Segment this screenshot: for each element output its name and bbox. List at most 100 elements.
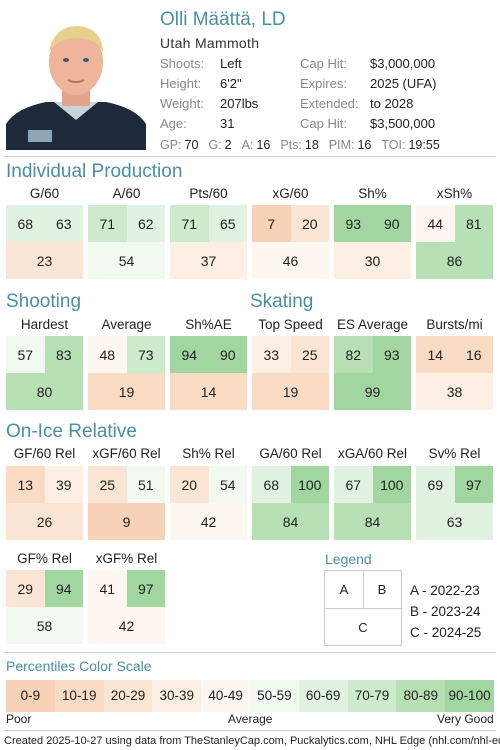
metric-tile: 14 16 38 (416, 336, 493, 410)
contract-value: $3,500,000 (370, 116, 436, 131)
percentile-cell-b: 51 (126, 466, 165, 503)
percentile-cell-a: 29 (6, 570, 45, 607)
percentile-cell-b: 54 (208, 466, 247, 503)
scale-bin: 0-9 (6, 680, 55, 712)
section-title-production: Individual Production (6, 161, 183, 182)
scale-bin: 40-49 (201, 680, 250, 712)
percentile-cell-a: 57 (6, 336, 45, 373)
metric-tile: 67 100 84 (334, 466, 411, 540)
percentile-cell-b: 97 (454, 466, 493, 503)
metric-tile: 25 51 9 (88, 466, 165, 540)
percentile-cell-b: 93 (372, 336, 411, 373)
percentile-cell-a: 71 (170, 205, 209, 242)
metric-label: Sh% (358, 186, 387, 201)
section-title-onice: On-Ice Relative (6, 421, 137, 442)
legend-cell-b: B (363, 571, 401, 609)
legend-title: Legend (325, 551, 372, 567)
percentile-cell-c: 30 (334, 242, 411, 279)
stat-key: Pts: (280, 138, 302, 152)
percentile-cell-c: 99 (334, 373, 411, 410)
stat-value: 2 (224, 138, 232, 152)
percentile-cell-a: 20 (170, 466, 209, 503)
metric-tile: 69 97 63 (416, 466, 493, 540)
color-scale-bar: 0-9 10-19 20-29 30-39 40-49 50-59 60-69 70-79 80… (6, 680, 494, 712)
percentile-cell-a: 14 (416, 336, 455, 373)
contract-value: 2025 (UFA) (370, 76, 437, 91)
metric-tile: 68 100 84 (252, 466, 329, 540)
scale-label-very-good: Very Good (437, 712, 494, 726)
player-name: Olli Määttä, LD (160, 9, 286, 30)
percentile-cell-c: 19 (88, 373, 165, 410)
metric-label: GA/60 Rel (259, 446, 322, 461)
bio-value: 6'2" (220, 76, 242, 91)
percentile-cell-b: 97 (126, 570, 165, 607)
stat-value: 19:55 (408, 138, 440, 152)
legend-cell-a: A (325, 571, 364, 609)
bio-row: Height: 6'2" (160, 76, 242, 91)
legend-line-c: C - 2024-25 (410, 625, 482, 640)
season-stats-line: GP: 70 G: 2 A: 16 Pts: 18 PIM: 16 TOI: 19:55 (160, 138, 440, 152)
percentile-cell-a: 94 (170, 336, 209, 373)
percentile-cell-a: 93 (334, 205, 373, 242)
metric-label: xG/60 (272, 186, 309, 201)
contract-row: Cap Hit: $3,000,000 (300, 56, 435, 71)
percentile-cell-c: 84 (252, 503, 329, 540)
contract-row: Cap Hit: $3,500,000 (300, 116, 435, 131)
percentile-cell-a: 82 (334, 336, 373, 373)
contract-value: $3,000,000 (370, 56, 436, 71)
metric-tile: 33 25 19 (252, 336, 329, 410)
percentile-cell-b: 16 (454, 336, 493, 373)
percentile-cell-b: 63 (44, 205, 83, 242)
scale-bin: 30-39 (152, 680, 202, 712)
stat-key: A: (241, 138, 254, 152)
legend-cell-c: C (358, 619, 368, 635)
legend-key: A - 2022-23 B - 2023-24 C - 2024-25 (410, 580, 481, 643)
metric-label: Hardest (20, 317, 69, 332)
metric-label: Sh%AE (185, 317, 232, 332)
metric-label: Top Speed (258, 317, 323, 332)
bio-key: Age: (160, 116, 187, 131)
bio-key: Shoots: (160, 56, 205, 71)
metric-label: Average (101, 317, 152, 332)
percentile-cell-a: 68 (252, 466, 291, 503)
percentile-cell-a: 44 (416, 205, 455, 242)
scale-bin: 20-29 (103, 680, 153, 712)
percentile-cell-c: 46 (252, 242, 329, 279)
metric-label: Sv% Rel (428, 446, 481, 461)
contract-key: Extended: (300, 96, 359, 111)
percentile-cell-c: 80 (6, 373, 83, 410)
percentile-cell-c: 86 (416, 242, 493, 279)
percentile-cell-a: 25 (88, 466, 127, 503)
percentile-cell-b: 73 (126, 336, 165, 373)
metric-tile: 7 20 46 (252, 205, 329, 279)
metric-label: xSh% (436, 186, 473, 201)
footer-divider (4, 730, 496, 731)
bio-value: 31 (220, 116, 235, 131)
percentile-cell-c: 37 (170, 242, 247, 279)
stat-key: PIM: (328, 138, 355, 152)
percentile-cell-c: 58 (6, 607, 83, 644)
percentile-cell-c: 38 (416, 373, 493, 410)
metric-label: xGA/60 Rel (337, 446, 408, 461)
percentile-cell-b: 20 (290, 205, 329, 242)
bio-value: 207lbs (220, 96, 259, 111)
percentile-cell-a: 13 (6, 466, 45, 503)
percentile-cell-b: 25 (290, 336, 329, 373)
percentile-cell-a: 68 (6, 205, 45, 242)
metric-label: xGF% Rel (95, 551, 158, 566)
metric-label: A/60 (112, 186, 141, 201)
metric-label: G/60 (29, 186, 60, 201)
bio-value: Left (220, 56, 242, 71)
stat-value: 16 (256, 138, 271, 152)
metric-tile: 71 62 54 (88, 205, 165, 279)
scale-bin: 10-19 (54, 680, 104, 712)
player-photo (6, 12, 146, 150)
percentile-cell-b: 39 (44, 466, 83, 503)
percentile-cell-b: 81 (454, 205, 493, 242)
contract-key: Cap Hit: (300, 56, 347, 71)
section-title-shooting: Shooting (6, 291, 82, 312)
metric-label: ES Average (336, 317, 409, 332)
percentile-cell-a: 69 (416, 466, 455, 503)
team-name: Utah Mammoth (160, 35, 260, 51)
contract-row: Expires: 2025 (UFA) (300, 76, 436, 91)
